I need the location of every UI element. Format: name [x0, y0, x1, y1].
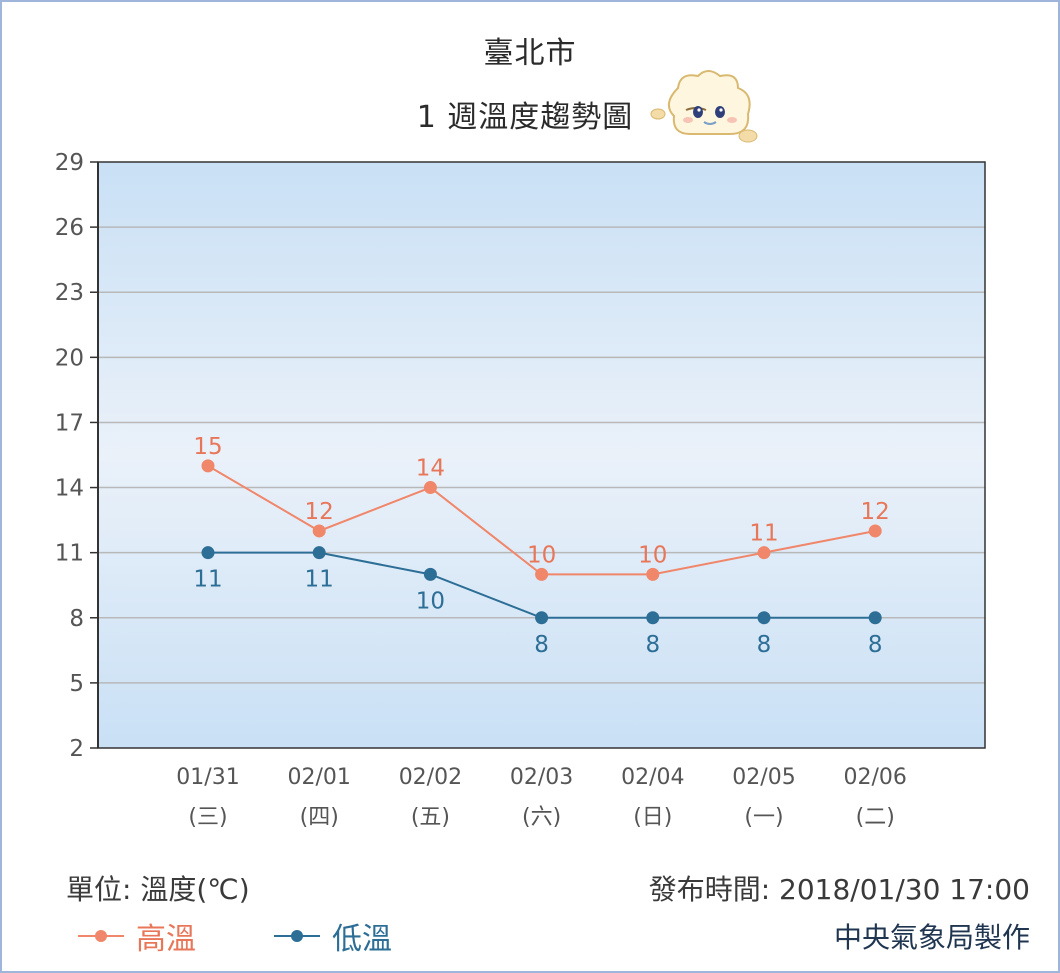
y-tick-label-14: 14 [55, 476, 84, 502]
x-tick-sublabel-2: (五) [411, 805, 450, 830]
y-tick-label-29: 29 [55, 150, 84, 176]
data-label-high-1: 12 [305, 499, 334, 525]
y-tick-label-17: 17 [55, 410, 84, 436]
point-high-3 [535, 567, 549, 581]
legend-item-low: 低溫 [272, 914, 392, 958]
point-low-3 [535, 611, 549, 625]
maker-credit: 中央氣象局製作 [833, 921, 1030, 954]
unit-label: 單位: 溫度(℃) [66, 873, 250, 906]
y-tick-label-11: 11 [55, 541, 84, 567]
chart-subtitle: 1 週溫度趨勢圖 [416, 100, 634, 135]
point-low-2 [423, 567, 437, 581]
x-tick-label-02/05: 02/05 [732, 765, 795, 790]
x-tick-sublabel-4: (日) [633, 805, 672, 830]
x-tick-sublabel-1: (四) [300, 805, 339, 830]
data-label-high-5: 11 [749, 521, 778, 547]
point-high-2 [423, 481, 437, 495]
data-label-high-3: 10 [527, 542, 556, 568]
y-tick-label-20: 20 [55, 345, 84, 371]
point-low-1 [312, 546, 326, 560]
y-tick-label-26: 26 [55, 215, 84, 241]
issued-time: 發布時間: 2018/01/30 17:00 [648, 873, 1030, 906]
y-tick-label-8: 8 [69, 606, 84, 632]
data-label-low-0: 11 [193, 567, 222, 593]
y-tick-label-2: 2 [69, 736, 84, 762]
point-high-4 [646, 567, 660, 581]
cloud-mascot-icon [650, 70, 758, 143]
legend-label-high: 高溫 [136, 922, 196, 957]
data-label-low-5: 8 [757, 632, 772, 658]
point-high-6 [868, 524, 882, 538]
data-label-low-1: 11 [305, 567, 334, 593]
x-tick-sublabel-0: (三) [188, 805, 227, 830]
data-label-high-2: 14 [416, 456, 445, 482]
x-tick-sublabel-6: (二) [856, 805, 895, 830]
point-high-0 [201, 459, 215, 473]
x-tick-label-02/02: 02/02 [399, 765, 462, 790]
point-low-4 [646, 611, 660, 625]
x-tick-sublabel-5: (一) [744, 805, 783, 830]
data-label-low-6: 8 [868, 632, 883, 658]
x-tick-label-02/06: 02/06 [843, 765, 906, 790]
plot-area [98, 162, 985, 748]
point-high-1 [312, 524, 326, 538]
point-low-5 [757, 611, 771, 625]
data-label-low-2: 10 [416, 588, 445, 614]
y-tick-label-5: 5 [69, 671, 84, 697]
x-tick-sublabel-3: (六) [522, 805, 561, 830]
data-label-high-0: 15 [193, 434, 222, 460]
x-tick-label-01/31: 01/31 [176, 765, 239, 790]
x-tick-label-02/01: 02/01 [287, 765, 350, 790]
legend-item-high: 高溫 [76, 914, 196, 958]
legend-marker-low [274, 930, 320, 942]
data-label-high-6: 12 [861, 499, 890, 525]
data-label-low-4: 8 [645, 632, 660, 658]
chart-title: 臺北市 [483, 36, 577, 71]
data-label-low-3: 8 [534, 632, 549, 658]
x-tick-label-02/04: 02/04 [621, 765, 684, 790]
y-tick-label-23: 23 [55, 280, 84, 306]
legend-marker-high [78, 930, 124, 942]
point-low-6 [868, 611, 882, 625]
point-low-0 [201, 546, 215, 560]
point-high-5 [757, 546, 771, 560]
x-tick-label-02/03: 02/03 [510, 765, 573, 790]
legend-label-low: 低溫 [332, 922, 392, 957]
data-label-high-4: 10 [638, 542, 667, 568]
